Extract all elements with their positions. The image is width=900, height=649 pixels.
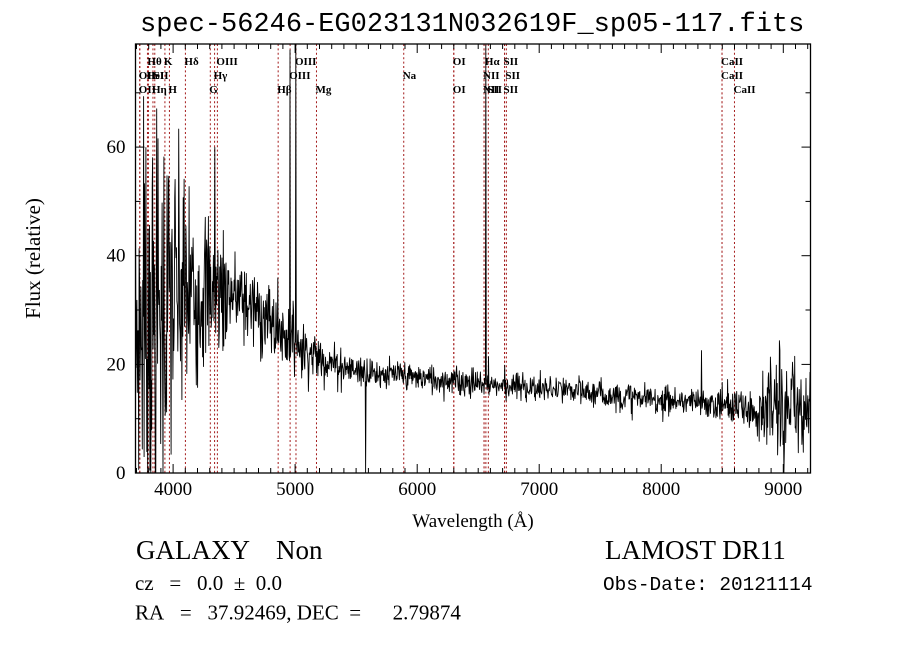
svg-text:SII: SII: [505, 70, 520, 82]
svg-text:Hα: Hα: [485, 56, 501, 68]
svg-text:Non: Non: [276, 535, 323, 565]
svg-text:spec-56246-EG023131N032619F_sp: spec-56246-EG023131N032619F_sp05-117.fit…: [140, 10, 804, 40]
svg-text:20: 20: [107, 354, 126, 375]
svg-text:OI: OI: [453, 56, 466, 68]
svg-text:0: 0: [116, 463, 126, 484]
svg-text:K: K: [164, 56, 173, 68]
svg-text:Hθ: Hθ: [147, 56, 162, 68]
svg-text:SII: SII: [154, 70, 169, 82]
svg-text:OIII: OIII: [289, 70, 310, 82]
svg-text:6000: 6000: [398, 479, 436, 500]
svg-text:Obs-Date: 20121114: Obs-Date: 20121114: [603, 574, 812, 596]
svg-text:Na: Na: [403, 70, 417, 82]
svg-text:LAMOST DR11: LAMOST DR11: [605, 535, 786, 565]
svg-text:OIII: OIII: [216, 56, 237, 68]
svg-text:NII: NII: [483, 70, 500, 82]
svg-text:Hβ: Hβ: [277, 84, 292, 96]
svg-text:RA = 37.92469, DEC =: RA = 37.92469, DEC = 2.79874: [135, 601, 461, 625]
svg-text:Hδ: Hδ: [184, 56, 199, 68]
svg-text:5000: 5000: [276, 479, 314, 500]
svg-text:OI: OI: [453, 84, 466, 96]
svg-text:8000: 8000: [642, 479, 680, 500]
svg-text:60: 60: [107, 137, 126, 158]
svg-text:CaII: CaII: [721, 56, 743, 68]
svg-text:Hγ: Hγ: [214, 70, 228, 82]
svg-text:GALAXY: GALAXY: [136, 535, 250, 565]
svg-text:CaII: CaII: [721, 70, 743, 82]
svg-text:40: 40: [107, 246, 126, 267]
svg-text:SII: SII: [504, 56, 519, 68]
svg-text:H: H: [168, 84, 177, 96]
svg-text:CaII: CaII: [734, 84, 756, 96]
svg-text:SII: SII: [504, 84, 519, 96]
svg-text:7000: 7000: [520, 479, 558, 500]
svg-text:4000: 4000: [154, 479, 192, 500]
svg-text:Flux (relative): Flux (relative): [21, 198, 45, 319]
svg-text:G: G: [209, 84, 218, 96]
svg-text:cz = 0.0 ± 0.0: cz = 0.0 ± 0.0: [135, 571, 282, 595]
svg-text:Hη: Hη: [152, 84, 167, 96]
svg-text:Mg: Mg: [316, 84, 332, 96]
svg-text:OIII: OIII: [295, 56, 316, 68]
svg-text:SII: SII: [487, 84, 502, 96]
svg-text:Wavelength (Å): Wavelength (Å): [412, 511, 533, 532]
svg-text:9000: 9000: [764, 479, 802, 500]
